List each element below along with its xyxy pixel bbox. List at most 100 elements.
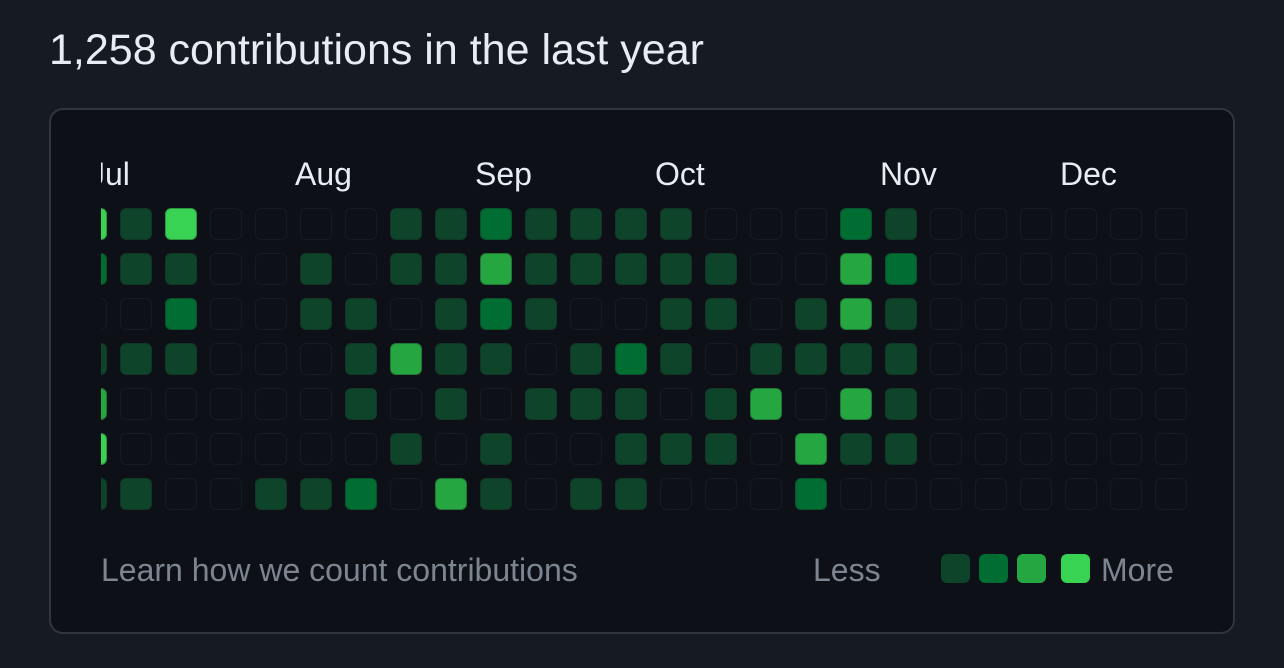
- contribution-day-cell[interactable]: [930, 388, 962, 420]
- contribution-day-cell[interactable]: [120, 298, 152, 330]
- contribution-day-cell[interactable]: [660, 433, 692, 465]
- contribution-day-cell[interactable]: [885, 208, 917, 240]
- contribution-day-cell[interactable]: [570, 433, 602, 465]
- contribution-day-cell[interactable]: [570, 478, 602, 510]
- contribution-day-cell[interactable]: [750, 298, 782, 330]
- contribution-day-cell[interactable]: [615, 253, 647, 285]
- contribution-day-cell[interactable]: [525, 478, 557, 510]
- contribution-day-cell[interactable]: [1110, 298, 1142, 330]
- contribution-day-cell[interactable]: [255, 253, 287, 285]
- contribution-day-cell[interactable]: [480, 343, 512, 375]
- contribution-day-cell[interactable]: [210, 433, 242, 465]
- contribution-day-cell[interactable]: [705, 388, 737, 420]
- contribution-day-cell[interactable]: [705, 298, 737, 330]
- contribution-day-cell[interactable]: [570, 298, 602, 330]
- contribution-day-cell[interactable]: [930, 253, 962, 285]
- contribution-day-cell[interactable]: [210, 343, 242, 375]
- contribution-day-cell[interactable]: [1155, 388, 1187, 420]
- contribution-day-cell[interactable]: [1110, 253, 1142, 285]
- contribution-day-cell[interactable]: [885, 478, 917, 510]
- contribution-day-cell[interactable]: [120, 253, 152, 285]
- contribution-day-cell[interactable]: [255, 478, 287, 510]
- learn-how-we-count-link[interactable]: Learn how we count contributions: [101, 552, 578, 588]
- contribution-day-cell[interactable]: [750, 478, 782, 510]
- contribution-day-cell[interactable]: [1020, 433, 1052, 465]
- contribution-day-cell[interactable]: [840, 253, 872, 285]
- contribution-day-cell[interactable]: [255, 388, 287, 420]
- contribution-day-cell[interactable]: [1020, 388, 1052, 420]
- contribution-day-cell[interactable]: [525, 388, 557, 420]
- contribution-day-cell[interactable]: [300, 343, 332, 375]
- contribution-day-cell[interactable]: [101, 388, 107, 420]
- contribution-day-cell[interactable]: [750, 433, 782, 465]
- contribution-day-cell[interactable]: [930, 433, 962, 465]
- contribution-day-cell[interactable]: [570, 208, 602, 240]
- contribution-day-cell[interactable]: [1020, 298, 1052, 330]
- contribution-day-cell[interactable]: [345, 388, 377, 420]
- contribution-day-cell[interactable]: [1110, 433, 1142, 465]
- contribution-day-cell[interactable]: [705, 343, 737, 375]
- contribution-day-cell[interactable]: [120, 478, 152, 510]
- contribution-day-cell[interactable]: [1065, 433, 1097, 465]
- contribution-day-cell[interactable]: [750, 253, 782, 285]
- contribution-day-cell[interactable]: [525, 343, 557, 375]
- contribution-day-cell[interactable]: [525, 253, 557, 285]
- contribution-day-cell[interactable]: [210, 298, 242, 330]
- contribution-day-cell[interactable]: [165, 388, 197, 420]
- contribution-day-cell[interactable]: [570, 253, 602, 285]
- contribution-day-cell[interactable]: [885, 433, 917, 465]
- contribution-day-cell[interactable]: [255, 433, 287, 465]
- contribution-day-cell[interactable]: [525, 298, 557, 330]
- contribution-day-cell[interactable]: [660, 253, 692, 285]
- contribution-day-cell[interactable]: [165, 478, 197, 510]
- contribution-day-cell[interactable]: [390, 478, 422, 510]
- contribution-day-cell[interactable]: [210, 388, 242, 420]
- contribution-day-cell[interactable]: [101, 253, 107, 285]
- contribution-day-cell[interactable]: [795, 208, 827, 240]
- contribution-day-cell[interactable]: [615, 208, 647, 240]
- contribution-day-cell[interactable]: [660, 298, 692, 330]
- contribution-day-cell[interactable]: [435, 298, 467, 330]
- contribution-day-cell[interactable]: [390, 298, 422, 330]
- contribution-day-cell[interactable]: [480, 388, 512, 420]
- contribution-day-cell[interactable]: [345, 433, 377, 465]
- contribution-day-cell[interactable]: [1065, 388, 1097, 420]
- contribution-day-cell[interactable]: [390, 208, 422, 240]
- contribution-day-cell[interactable]: [1065, 208, 1097, 240]
- contribution-day-cell[interactable]: [101, 343, 107, 375]
- contribution-day-cell[interactable]: [480, 208, 512, 240]
- contribution-day-cell[interactable]: [435, 208, 467, 240]
- contribution-day-cell[interactable]: [840, 388, 872, 420]
- contribution-day-cell[interactable]: [1110, 388, 1142, 420]
- contribution-day-cell[interactable]: [840, 433, 872, 465]
- contribution-day-cell[interactable]: [300, 208, 332, 240]
- contribution-day-cell[interactable]: [165, 343, 197, 375]
- contribution-day-cell[interactable]: [435, 433, 467, 465]
- contribution-day-cell[interactable]: [930, 478, 962, 510]
- contribution-day-cell[interactable]: [300, 433, 332, 465]
- contribution-day-cell[interactable]: [1110, 478, 1142, 510]
- contribution-day-cell[interactable]: [615, 478, 647, 510]
- contribution-day-cell[interactable]: [1065, 343, 1097, 375]
- contribution-day-cell[interactable]: [1155, 343, 1187, 375]
- contribution-day-cell[interactable]: [210, 208, 242, 240]
- contribution-day-cell[interactable]: [435, 478, 467, 510]
- contribution-day-cell[interactable]: [480, 253, 512, 285]
- contribution-day-cell[interactable]: [795, 253, 827, 285]
- contribution-day-cell[interactable]: [840, 208, 872, 240]
- contribution-day-cell[interactable]: [390, 388, 422, 420]
- contribution-day-cell[interactable]: [660, 388, 692, 420]
- contribution-day-cell[interactable]: [390, 433, 422, 465]
- contribution-day-cell[interactable]: [1020, 208, 1052, 240]
- contribution-day-cell[interactable]: [660, 208, 692, 240]
- contribution-day-cell[interactable]: [435, 388, 467, 420]
- contribution-day-cell[interactable]: [975, 298, 1007, 330]
- contribution-day-cell[interactable]: [390, 253, 422, 285]
- contribution-day-cell[interactable]: [165, 298, 197, 330]
- contribution-day-cell[interactable]: [705, 208, 737, 240]
- contribution-day-cell[interactable]: [435, 343, 467, 375]
- contribution-day-cell[interactable]: [705, 478, 737, 510]
- contribution-day-cell[interactable]: [615, 388, 647, 420]
- contribution-day-cell[interactable]: [255, 298, 287, 330]
- contribution-day-cell[interactable]: [101, 433, 107, 465]
